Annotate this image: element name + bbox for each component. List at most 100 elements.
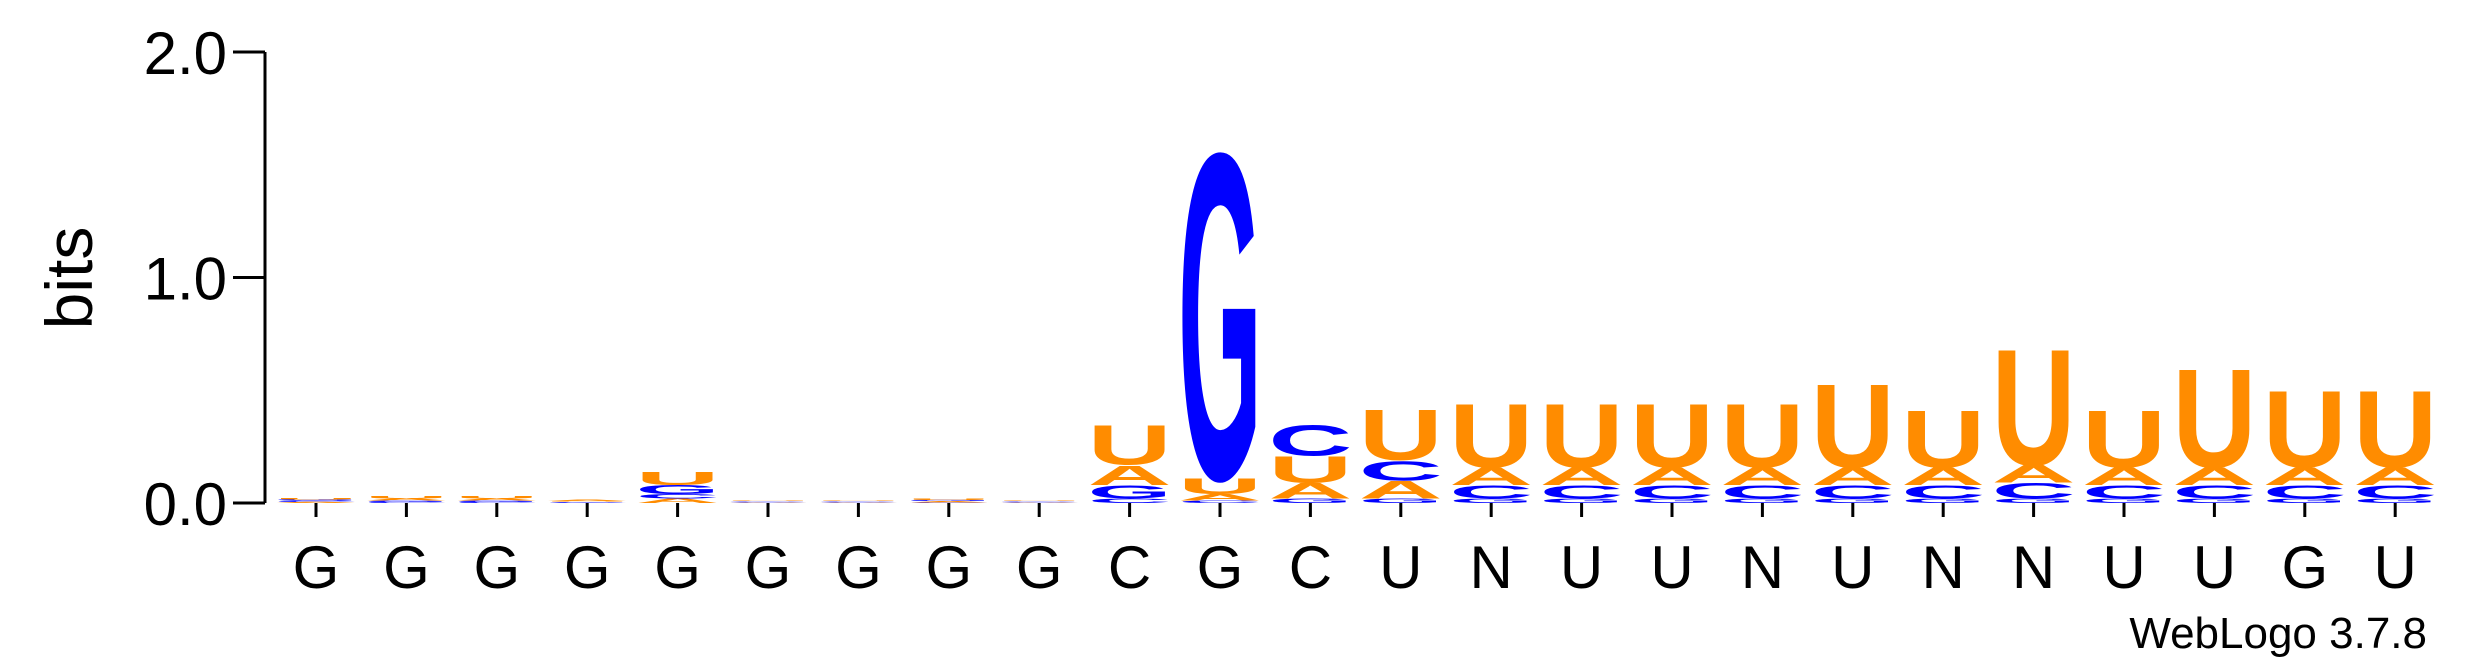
- logo-letter: A: [545, 500, 629, 502]
- x-tick-label: G: [1016, 534, 1063, 601]
- logo-letter: A: [1088, 459, 1172, 491]
- logo-letter: C: [545, 502, 629, 503]
- logo-letter: A: [907, 501, 991, 503]
- logo-letter: G: [1992, 497, 2076, 504]
- logo-letter: G: [364, 500, 448, 502]
- logo-letter: A: [1359, 476, 1443, 504]
- logo-letter: A: [455, 498, 539, 501]
- logo-letter: C: [1630, 482, 1714, 503]
- logo-letter: A: [816, 502, 900, 503]
- logo-letter: A: [1992, 460, 2076, 488]
- logo-letter: G: [1901, 497, 1985, 504]
- logo-letter: A: [726, 502, 810, 503]
- logo-letter: C: [364, 502, 448, 504]
- logo-letter: C: [997, 501, 1081, 502]
- x-tick-label: G: [745, 534, 792, 601]
- logo-letter: G: [2172, 497, 2256, 504]
- logo-letter: G: [455, 500, 539, 502]
- footer: WebLogo 3.7.8: [2129, 609, 2427, 658]
- x-tick-label: G: [835, 534, 882, 601]
- logo-letter: C: [1992, 479, 2076, 504]
- logo-letter: G: [2353, 497, 2437, 504]
- logo-letter: G: [1630, 497, 1714, 504]
- logo-letter: A: [1178, 492, 1262, 502]
- x-tick-label: G: [1197, 534, 1244, 601]
- x-tick-label: C: [1289, 534, 1332, 601]
- logo-letter: G: [1811, 497, 1895, 504]
- logo-letter: U: [997, 500, 1081, 501]
- logo-letter: G: [816, 501, 900, 502]
- logo-letter: A: [1811, 463, 1895, 491]
- logo-letter: G: [726, 501, 810, 502]
- logo-letter: A: [274, 502, 358, 504]
- logo-letter: G: [636, 483, 720, 497]
- logo-letter: U: [726, 500, 810, 501]
- y-tick-label: 0.0: [144, 471, 227, 538]
- logo-letter: C: [1540, 482, 1624, 503]
- logo-letter: C: [455, 502, 539, 504]
- x-tick-label: N: [1922, 534, 1965, 601]
- logo-letter: C: [2082, 482, 2166, 503]
- logo-letter: U: [364, 496, 448, 499]
- logo-letter: U: [1901, 394, 1985, 485]
- logo-letter: A: [364, 498, 448, 501]
- logo-letter: U: [1720, 386, 1804, 487]
- x-tick-label: N: [1470, 534, 1513, 601]
- logo-letter: U: [2353, 369, 2437, 491]
- x-tick-label: U: [1560, 534, 1603, 601]
- logo-letter: G: [1720, 497, 1804, 504]
- logo-letter: U: [1268, 449, 1352, 491]
- logo-letter: C: [274, 500, 358, 502]
- x-tick-label: U: [2374, 534, 2417, 601]
- logo-letter: C: [816, 501, 900, 502]
- logo-letter: U: [1540, 386, 1624, 487]
- logo-letter: C: [907, 502, 991, 503]
- logo-letter: G: [274, 499, 358, 501]
- logo-letter: U: [816, 500, 900, 501]
- logo-letter: A: [2082, 463, 2166, 491]
- logo-letter: G: [1088, 482, 1172, 503]
- logo-letter: U: [1811, 361, 1895, 493]
- logo-letter: U: [1992, 316, 2076, 501]
- x-tick-label: G: [293, 534, 340, 601]
- logo-letter: C: [1901, 482, 1985, 503]
- logo-letter: A: [2172, 463, 2256, 491]
- logo-letter: A: [1901, 463, 1985, 491]
- logo-letter: C: [1178, 500, 1262, 503]
- x-tick-label: U: [1831, 534, 1874, 601]
- logo-letter: C: [726, 501, 810, 502]
- logo-letter: A: [997, 502, 1081, 503]
- logo-letter: A: [1540, 463, 1624, 491]
- logo-letter: C: [2353, 482, 2437, 503]
- logo-letter: A: [636, 497, 720, 504]
- x-tick-label: N: [1741, 534, 1784, 601]
- logo-letter: U: [907, 499, 991, 501]
- logo-letter: U: [2082, 394, 2166, 485]
- x-tick-label: G: [2281, 534, 2328, 601]
- logo-letter: C: [1720, 482, 1804, 503]
- logo-letter: G: [2082, 497, 2166, 504]
- y-axis-label: bits: [32, 227, 106, 330]
- logo-letter: C: [2263, 482, 2347, 503]
- logo-letter: C: [636, 493, 720, 500]
- logo-letter: U: [455, 496, 539, 499]
- logo-letter: C: [1268, 416, 1352, 465]
- logo-letter: U: [545, 501, 629, 502]
- logo-letter: U: [1359, 396, 1443, 476]
- x-tick-label: C: [1108, 534, 1151, 601]
- logo-letter: U: [636, 468, 720, 489]
- logo-letter: A: [2263, 463, 2347, 491]
- logo-letter: C: [1811, 482, 1895, 503]
- logo-letter: C: [2172, 482, 2256, 503]
- logo-letter: U: [2172, 339, 2256, 497]
- logo-letter: G: [1449, 497, 1533, 504]
- x-tick-label: G: [473, 534, 520, 601]
- logo-letter: G: [1359, 497, 1443, 504]
- y-tick-label: 1.0: [144, 246, 227, 313]
- logo-letter: G: [1540, 497, 1624, 504]
- x-tick-label: U: [2102, 534, 2145, 601]
- logo-letter: C: [1449, 482, 1533, 503]
- logo-letter: G: [545, 501, 629, 502]
